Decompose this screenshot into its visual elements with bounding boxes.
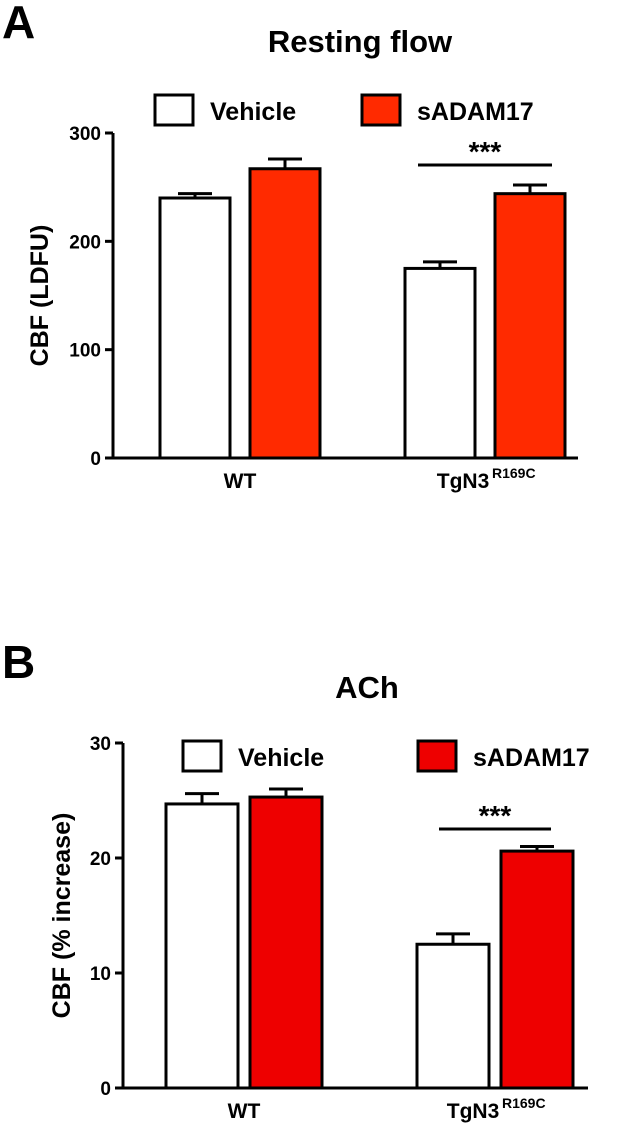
bar-vehicle bbox=[403, 266, 477, 460]
chart-marks: 0 100 200 300 CBF (LDFU) WT TgN3 R169C *** Vehicl… bbox=[26, 93, 578, 493]
y-tick-label: 300 bbox=[69, 124, 101, 145]
y-tick-label: 0 bbox=[100, 1079, 111, 1100]
bar-sadam17 bbox=[248, 167, 322, 460]
legend-swatch bbox=[153, 93, 195, 127]
significance-label: *** bbox=[479, 800, 512, 831]
panel-letter: A bbox=[2, 0, 35, 48]
y-tick-label: 200 bbox=[69, 232, 101, 253]
legend-label: Vehicle bbox=[210, 98, 296, 126]
significance-label: *** bbox=[469, 136, 502, 167]
category-superscript: R169C bbox=[492, 465, 536, 481]
y-tick-label: 20 bbox=[90, 849, 111, 870]
bar-sadam17 bbox=[499, 849, 575, 1090]
y-axis-label: CBF (LDFU) bbox=[26, 225, 54, 367]
legend-label: sADAM17 bbox=[473, 744, 590, 772]
chart-marks: 0 10 20 30 CBF (% increase) WT TgN3 R169C *** Veh… bbox=[48, 734, 590, 1123]
category-superscript: R169C bbox=[502, 1095, 546, 1111]
legend-label: sADAM17 bbox=[417, 98, 534, 126]
y-tick-label: 30 bbox=[90, 734, 111, 755]
bar-sadam17 bbox=[493, 192, 567, 460]
y-axis-label: CBF (% increase) bbox=[48, 813, 76, 1019]
legend-swatch bbox=[416, 739, 458, 773]
legend-swatch bbox=[360, 93, 402, 127]
panel-letter: B bbox=[2, 636, 35, 688]
y-tick-label: 100 bbox=[69, 341, 101, 362]
category-label: TgN3 bbox=[437, 470, 490, 493]
bar-sadam17 bbox=[248, 795, 324, 1090]
bar-vehicle bbox=[158, 196, 232, 460]
panel-a: A Resting flow 0 100 200 300 CBF (LDFU) WT TgN… bbox=[2, 0, 578, 493]
chart-title: ACh bbox=[335, 670, 399, 705]
bar-vehicle bbox=[415, 942, 491, 1090]
category-label: TgN3 bbox=[447, 1100, 500, 1123]
legend-swatch bbox=[181, 739, 223, 773]
bar-vehicle bbox=[164, 802, 240, 1090]
y-tick-label: 10 bbox=[90, 964, 111, 985]
panel-b: B ACh 0 10 20 30 CBF (% increase) WT TgN3 R169C… bbox=[2, 636, 590, 1123]
y-tick-label: 0 bbox=[90, 449, 101, 470]
legend-label: Vehicle bbox=[238, 744, 324, 772]
chart-title: Resting flow bbox=[268, 24, 453, 59]
category-label: WT bbox=[228, 1100, 261, 1123]
category-label: WT bbox=[224, 470, 257, 493]
